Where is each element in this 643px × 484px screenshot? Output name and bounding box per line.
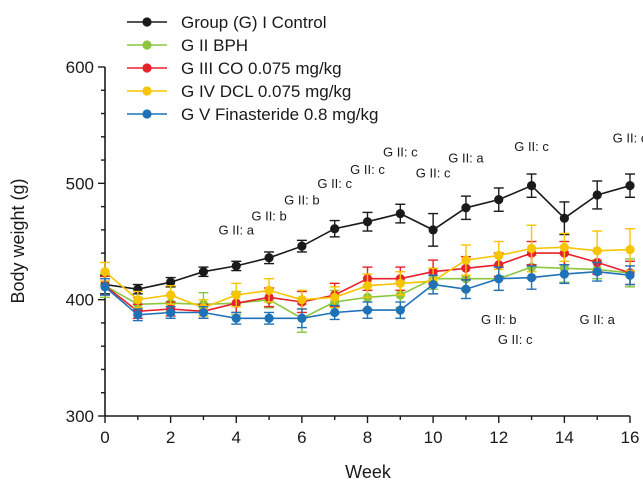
significance-annotation: G II: b: [251, 209, 286, 224]
data-point: [592, 246, 602, 256]
data-point: [559, 242, 569, 252]
data-point: [625, 270, 635, 280]
data-point: [264, 253, 274, 263]
legend-item: G II BPH: [127, 36, 248, 55]
data-point: [559, 213, 569, 223]
data-point: [494, 250, 504, 261]
significance-annotation: G II: c: [613, 131, 643, 146]
data-point: [428, 225, 438, 235]
data-point: [100, 267, 110, 277]
legend-item: Group (G) I Control: [127, 13, 327, 32]
data-point: [133, 310, 143, 320]
x-axis-title: Week: [345, 462, 392, 482]
data-point: [297, 313, 307, 323]
data-point: [166, 277, 176, 287]
data-point: [231, 313, 241, 323]
legend-marker: [142, 17, 152, 27]
x-tick-label: 2: [166, 428, 175, 447]
legend-marker: [142, 109, 152, 119]
x-ticks: 0 2 4 6 8 10 12 14 16: [100, 416, 639, 447]
data-point: [592, 190, 602, 200]
significance-annotation: G II: a: [448, 150, 484, 165]
y-tick-label: 300: [66, 407, 94, 426]
data-point: [461, 203, 471, 213]
data-point: [198, 267, 209, 277]
data-point: [166, 307, 176, 318]
data-point: [362, 281, 373, 291]
legend-label: G II BPH: [181, 36, 248, 55]
data-point: [625, 181, 635, 191]
legend-label: G V Finasteride 0.8 mg/kg: [181, 105, 378, 124]
legend-item: G V Finasteride 0.8 mg/kg: [127, 105, 378, 124]
data-point: [494, 195, 504, 205]
data-point: [461, 284, 471, 294]
legend-marker: [142, 40, 152, 50]
significance-annotation: G II: c: [350, 162, 385, 177]
significance-annotation: G II: a: [579, 312, 615, 327]
x-tick-label: 14: [555, 428, 574, 447]
data-point: [625, 245, 635, 255]
legend-item: G III CO 0.075 mg/kg: [127, 59, 342, 78]
significance-annotation: G II: b: [284, 192, 319, 207]
data-point: [231, 290, 241, 300]
data-point: [362, 305, 373, 315]
y-axis-title: Body weight (g): [8, 178, 28, 303]
data-point: [231, 261, 241, 271]
x-tick-label: 10: [424, 428, 443, 447]
data-point: [166, 290, 176, 300]
data-point: [592, 267, 602, 277]
data-point: [198, 307, 209, 318]
y-ticks: 300 400 500 600: [66, 58, 105, 426]
x-tick-label: 12: [489, 428, 508, 447]
data-point: [395, 305, 405, 315]
data-point: [297, 295, 307, 305]
data-point: [395, 208, 405, 219]
significance-annotation: G II: b: [481, 312, 516, 327]
series-5: [100, 261, 635, 329]
data-point: [526, 272, 537, 283]
series-1: [100, 173, 635, 295]
data-point: [526, 243, 537, 254]
data-point: [297, 241, 307, 251]
x-tick-label: 0: [100, 428, 109, 447]
annotations: G II: aG II: bG II: bG II: cG II: cG II:…: [219, 131, 643, 347]
significance-annotation: G II: c: [498, 332, 533, 347]
significance-annotation: G II: c: [383, 145, 418, 160]
legend-label: Group (G) I Control: [181, 13, 327, 32]
legend-label: G III CO 0.075 mg/kg: [181, 59, 342, 78]
series-4: [100, 224, 635, 317]
data-point: [330, 224, 340, 234]
data-point: [559, 269, 569, 279]
data-point: [100, 282, 110, 292]
data-point: [264, 285, 274, 295]
legend-label: G IV DCL 0.075 mg/kg: [181, 82, 351, 101]
data-point: [330, 307, 340, 318]
data-point: [428, 279, 438, 290]
series-layer: [100, 173, 635, 333]
data-point: [494, 274, 504, 284]
legend-marker: [142, 86, 152, 96]
x-tick-label: 16: [621, 428, 640, 447]
significance-annotation: G II: a: [219, 223, 255, 238]
data-point: [330, 292, 340, 302]
data-point: [526, 181, 537, 191]
y-tick-label: 400: [66, 291, 94, 310]
data-point: [461, 255, 471, 265]
data-point: [395, 278, 405, 288]
data-point: [264, 313, 274, 323]
x-tick-label: 6: [297, 428, 306, 447]
legend-item: G IV DCL 0.075 mg/kg: [127, 82, 351, 101]
y-tick-label: 600: [66, 58, 94, 77]
significance-annotation: G II: c: [514, 139, 549, 154]
significance-annotation: G II: c: [317, 176, 352, 191]
data-point: [362, 217, 373, 227]
legend-marker: [142, 63, 152, 73]
legend: Group (G) I Control G II BPH G III CO 0.07…: [127, 13, 378, 124]
y-tick-label: 500: [66, 174, 94, 193]
significance-annotation: G II: c: [416, 166, 451, 181]
data-point: [133, 295, 143, 305]
x-tick-label: 8: [363, 428, 372, 447]
x-tick-label: 4: [232, 428, 241, 447]
